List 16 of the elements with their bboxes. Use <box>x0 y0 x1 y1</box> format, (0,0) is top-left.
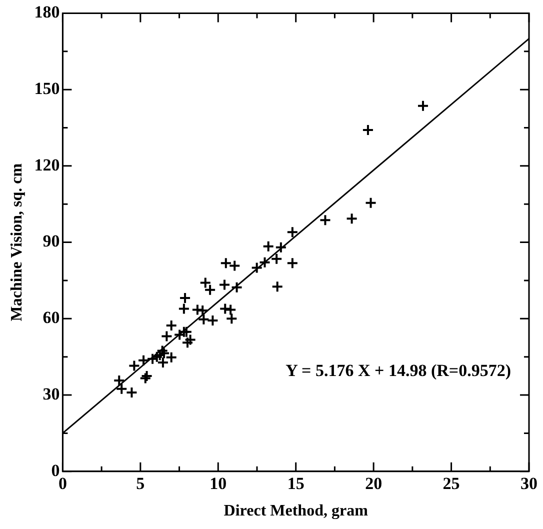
annotation: Y = 5.176 X + 14.98 (R=0.9572) <box>286 360 511 380</box>
x-tick-label: 20 <box>365 474 382 493</box>
x-tick-label: 10 <box>210 474 227 493</box>
y-tick-label: 30 <box>42 384 60 404</box>
y-tick-label: 120 <box>34 155 60 174</box>
y-tick-label: 150 <box>34 78 60 98</box>
y-tick-label: 180 <box>34 2 60 22</box>
x-axis-title: Direct Method, gram <box>224 502 369 520</box>
x-tick-label: 5 <box>136 474 145 493</box>
x-tick-label: 25 <box>442 474 460 493</box>
y-axis-title: Machine Vision, sq. cm <box>8 162 26 322</box>
x-tick-label: 30 <box>520 474 538 493</box>
y-tick-label: 90 <box>42 232 60 251</box>
y-tick-label: 60 <box>42 308 60 328</box>
y-tick-label: 0 <box>51 460 60 480</box>
x-tick-label: 15 <box>287 474 304 493</box>
